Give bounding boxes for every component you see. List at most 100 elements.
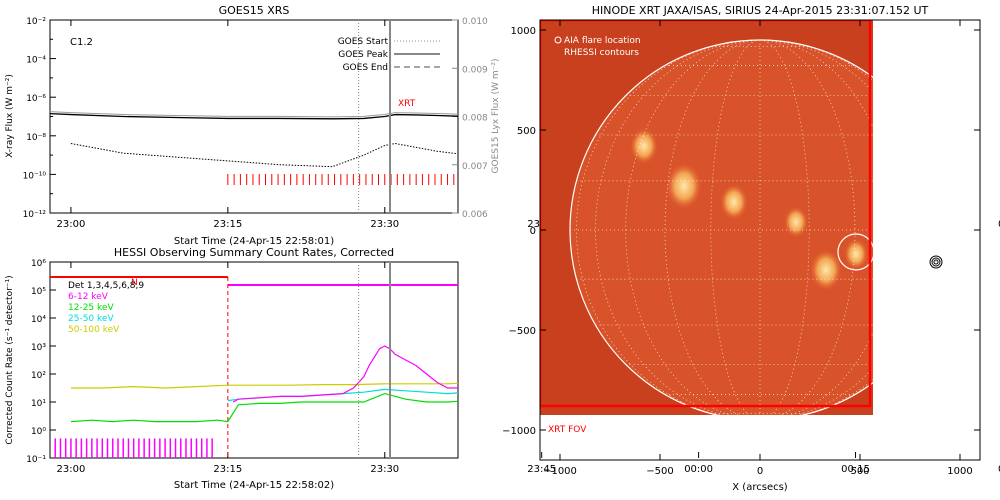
hessi-series-line xyxy=(70,382,458,389)
longitude-line xyxy=(595,39,761,415)
hessi-legend-entry: 12-25 keV xyxy=(68,303,114,313)
xrt-x-tick-label: 500 xyxy=(850,466,869,477)
hessi-frame xyxy=(49,261,459,459)
aia-flare-location-circle xyxy=(837,233,875,271)
goes-y-tick-label: 10⁻² xyxy=(26,17,46,27)
goes-y-tick-label: 10⁻⁸ xyxy=(26,133,46,143)
hessi-y-tick-label: 10¹ xyxy=(31,399,46,409)
goes-x-label: Start Time (24-Apr-15 22:58:01) xyxy=(174,236,334,247)
goes-y-tick-label: 10⁻¹⁰ xyxy=(23,171,47,181)
xrt-legend-circle-icon xyxy=(554,36,562,44)
goes-legend-end: GOES End xyxy=(343,63,388,73)
hessi-x-tick-label: 00:15 xyxy=(841,464,870,475)
goes-y-ticks: 10⁻¹² 10⁻¹⁰ 10⁻⁸ 10⁻⁶ 10⁻⁴ 10⁻² xyxy=(23,17,56,220)
goes-right-y-tick-label: 0.008 xyxy=(462,114,488,124)
longitude-line xyxy=(625,39,761,415)
goes-y-tick-label: 10⁻¹² xyxy=(23,210,47,220)
active-region xyxy=(630,127,658,165)
hessi-legend-entry: Det 1,3,4,5,6,8,9 xyxy=(68,281,144,291)
hessi-y-tick-label: 10³ xyxy=(31,343,46,353)
active-region xyxy=(720,183,748,221)
goes-y-tick-label: 10⁻⁴ xyxy=(26,56,46,66)
hessi-x-tick-label: 23:30 xyxy=(370,464,399,475)
xrt-legend: AIA flare location RHESSI contours xyxy=(554,36,641,58)
xrt-x-tick-label: 0 xyxy=(757,466,763,477)
goes-y-tick-label: 10⁻⁶ xyxy=(26,94,46,104)
rhessi-contours xyxy=(929,255,943,269)
xrt-legend-aia: AIA flare location xyxy=(564,36,641,46)
goes-x-tick-label: 23:00 xyxy=(57,219,86,230)
goes-right-y-tick-label: 0.006 xyxy=(462,210,488,220)
heliographic-grid xyxy=(570,39,873,415)
goes-series xyxy=(50,111,458,168)
hessi-x-tick-label: 23:45 xyxy=(527,464,556,475)
hessi-series-line xyxy=(227,388,458,402)
longitude-line xyxy=(759,39,810,415)
hessi-y-tick-label: 10⁴ xyxy=(31,315,46,325)
goes-legend-start: GOES Start xyxy=(338,37,389,47)
goes-event-lines xyxy=(358,20,391,213)
goes-title: GOES15 XRS xyxy=(219,4,290,17)
goes-series-short xyxy=(70,143,458,168)
goes-right-y-tick-label: 0.009 xyxy=(462,65,488,75)
xrt-y-tick-label: −1000 xyxy=(502,426,536,437)
hessi-x-tick-label: 00:00 xyxy=(684,464,713,475)
xrt-legend-rhessi: RHESSI contours xyxy=(564,48,639,58)
xrt-x-ticks: −1000 −500 0 500 1000 xyxy=(543,20,973,477)
xrt-y-tick-label: −500 xyxy=(509,326,536,337)
hessi-x-label: Start Time (24-Apr-15 22:58:02) xyxy=(174,480,334,491)
xrt-fov-label: XRT FOV xyxy=(548,425,587,435)
xrt-y-ticks: −1000 −500 0 500 1000 xyxy=(502,26,980,437)
xrt-fov-box xyxy=(540,20,872,408)
goes-right-y-tick-label: 0.007 xyxy=(462,162,488,172)
goes-xrt-label: XRT xyxy=(398,99,416,109)
goes-x-tick-label: 23:15 xyxy=(213,219,242,230)
xrt-panel: HINODE XRT JAXA/ISAS, SIRIUS 24-Apr-2015… xyxy=(502,4,981,493)
hessi-state-bars xyxy=(50,276,458,458)
goes-right-y-label: GOES15 Lyx Flux (W m⁻²) xyxy=(491,59,501,174)
goes-legend: GOES Start GOES Peak GOES End xyxy=(338,37,440,73)
xrt-x-tick-label: −1000 xyxy=(543,466,577,477)
goes-right-y-ticks: 0.006 0.007 0.008 0.009 0.010 xyxy=(452,17,488,220)
hessi-x-tick-label: 23:15 xyxy=(213,464,242,475)
hessi-y-tick-label: 10⁵ xyxy=(31,287,46,297)
hessi-legend-entry: 50-100 keV xyxy=(68,325,120,335)
longitude-line xyxy=(710,39,761,415)
rhessi-contour xyxy=(933,259,939,265)
rhessi-contour xyxy=(931,257,941,267)
goes-x-tick-label: 00:30 xyxy=(998,219,1000,230)
longitude-line xyxy=(759,39,873,415)
xrt-title: HINODE XRT JAXA/ISAS, SIRIUS 24-Apr-2015… xyxy=(592,4,929,17)
hessi-y-ticks: 10⁻¹ 10⁰ 10¹ 10² 10³ 10⁴ 10⁵ 10⁶ xyxy=(26,259,56,465)
goes-y-label: X-ray Flux (W m⁻²) xyxy=(5,74,15,158)
hessi-night-marker: N xyxy=(131,278,138,288)
goes-right-y-tick-label: 0.010 xyxy=(462,17,488,27)
hessi-x-tick-label: 00:30 xyxy=(998,464,1000,475)
xrt-y-tick-label: 0 xyxy=(530,226,536,237)
xrt-x-tick-label: 1000 xyxy=(947,466,972,477)
hessi-title: HESSI Observing Summary Count Rates, Cor… xyxy=(114,246,394,259)
rhessi-contour xyxy=(929,255,943,269)
active-region xyxy=(784,206,808,238)
active-region xyxy=(666,162,702,210)
hessi-y-label: Corrected Count Rate (s⁻¹ detector⁻¹) xyxy=(5,275,15,444)
hessi-legend-entry: 6-12 keV xyxy=(68,292,109,302)
hessi-y-tick-label: 10⁰ xyxy=(31,427,46,437)
active-region xyxy=(810,249,842,291)
goes-lyx-series xyxy=(50,111,458,118)
hessi-y-tick-label: 10² xyxy=(31,371,46,381)
xrt-y-tick-label: 1000 xyxy=(511,26,536,37)
hessi-series-line xyxy=(70,392,458,423)
hessi-event-lines xyxy=(358,262,391,458)
goes-x-tick-label: 23:30 xyxy=(370,219,399,230)
solar-limb xyxy=(569,39,951,421)
hessi-series xyxy=(70,345,458,423)
goes-legend-peak: GOES Peak xyxy=(338,50,388,60)
hessi-legend-entry: 25-50 keV xyxy=(68,314,114,324)
hessi-panel: HESSI Observing Summary Count Rates, Cor… xyxy=(5,246,1000,491)
hessi-y-tick-label: 10⁶ xyxy=(31,259,46,269)
hessi-x-tick-label: 23:00 xyxy=(57,464,86,475)
xrt-y-tick-label: 500 xyxy=(517,126,536,137)
